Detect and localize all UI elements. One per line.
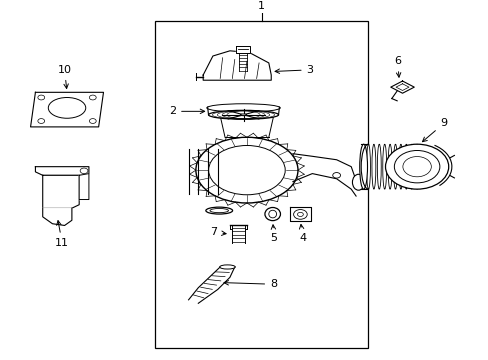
Ellipse shape [48, 98, 85, 118]
Circle shape [393, 150, 439, 183]
Circle shape [38, 95, 44, 100]
Text: 10: 10 [58, 65, 71, 89]
Ellipse shape [208, 110, 278, 119]
Ellipse shape [209, 208, 228, 213]
Ellipse shape [409, 144, 413, 189]
Circle shape [385, 144, 448, 189]
Text: 3: 3 [275, 65, 313, 75]
Polygon shape [42, 175, 79, 208]
Text: 7: 7 [210, 228, 225, 237]
Polygon shape [30, 92, 103, 127]
Polygon shape [289, 207, 310, 221]
Circle shape [402, 157, 430, 177]
Circle shape [89, 118, 96, 123]
Ellipse shape [377, 144, 381, 189]
Ellipse shape [414, 144, 418, 189]
Ellipse shape [366, 144, 370, 189]
Circle shape [297, 212, 303, 216]
Polygon shape [35, 167, 89, 175]
Ellipse shape [382, 144, 386, 189]
Ellipse shape [387, 144, 391, 189]
Polygon shape [79, 174, 89, 199]
Circle shape [80, 168, 88, 174]
Ellipse shape [404, 144, 407, 189]
Text: 9: 9 [422, 118, 447, 142]
Ellipse shape [240, 114, 246, 116]
Ellipse shape [352, 174, 364, 190]
Bar [154, 22, 368, 348]
Text: 6: 6 [393, 56, 400, 77]
Ellipse shape [359, 144, 367, 189]
Ellipse shape [208, 145, 285, 195]
Circle shape [38, 118, 44, 123]
Ellipse shape [371, 144, 375, 189]
Text: 1: 1 [258, 1, 264, 11]
Ellipse shape [196, 137, 297, 203]
Ellipse shape [393, 144, 397, 189]
Ellipse shape [219, 265, 235, 269]
Ellipse shape [264, 207, 280, 221]
Circle shape [293, 210, 306, 219]
Text: 2: 2 [169, 106, 204, 116]
Text: 11: 11 [55, 221, 69, 248]
Circle shape [89, 95, 96, 100]
Polygon shape [203, 51, 271, 80]
Ellipse shape [268, 210, 276, 218]
Ellipse shape [205, 207, 232, 214]
Ellipse shape [398, 144, 402, 189]
Polygon shape [236, 46, 249, 53]
Circle shape [332, 172, 340, 178]
Text: 5: 5 [270, 225, 277, 243]
Text: 4: 4 [299, 224, 306, 243]
Text: 8: 8 [224, 279, 277, 289]
Polygon shape [42, 208, 72, 225]
Polygon shape [390, 81, 413, 93]
